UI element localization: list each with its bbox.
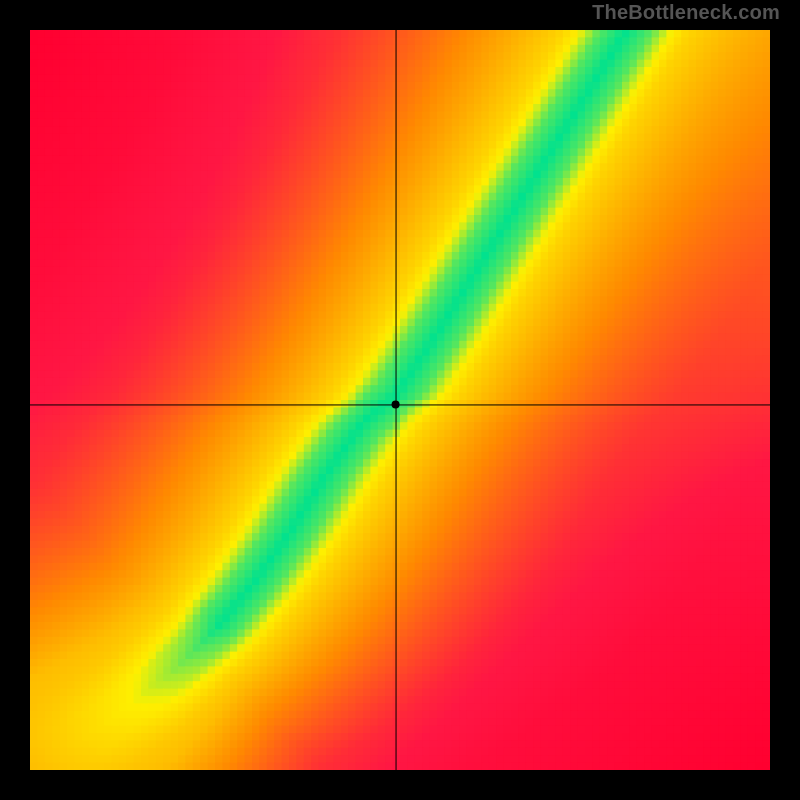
heatmap-canvas (30, 30, 770, 770)
chart-container: TheBottleneck.com (0, 0, 800, 800)
watermark-text: TheBottleneck.com (592, 2, 780, 25)
plot-area (30, 30, 770, 770)
